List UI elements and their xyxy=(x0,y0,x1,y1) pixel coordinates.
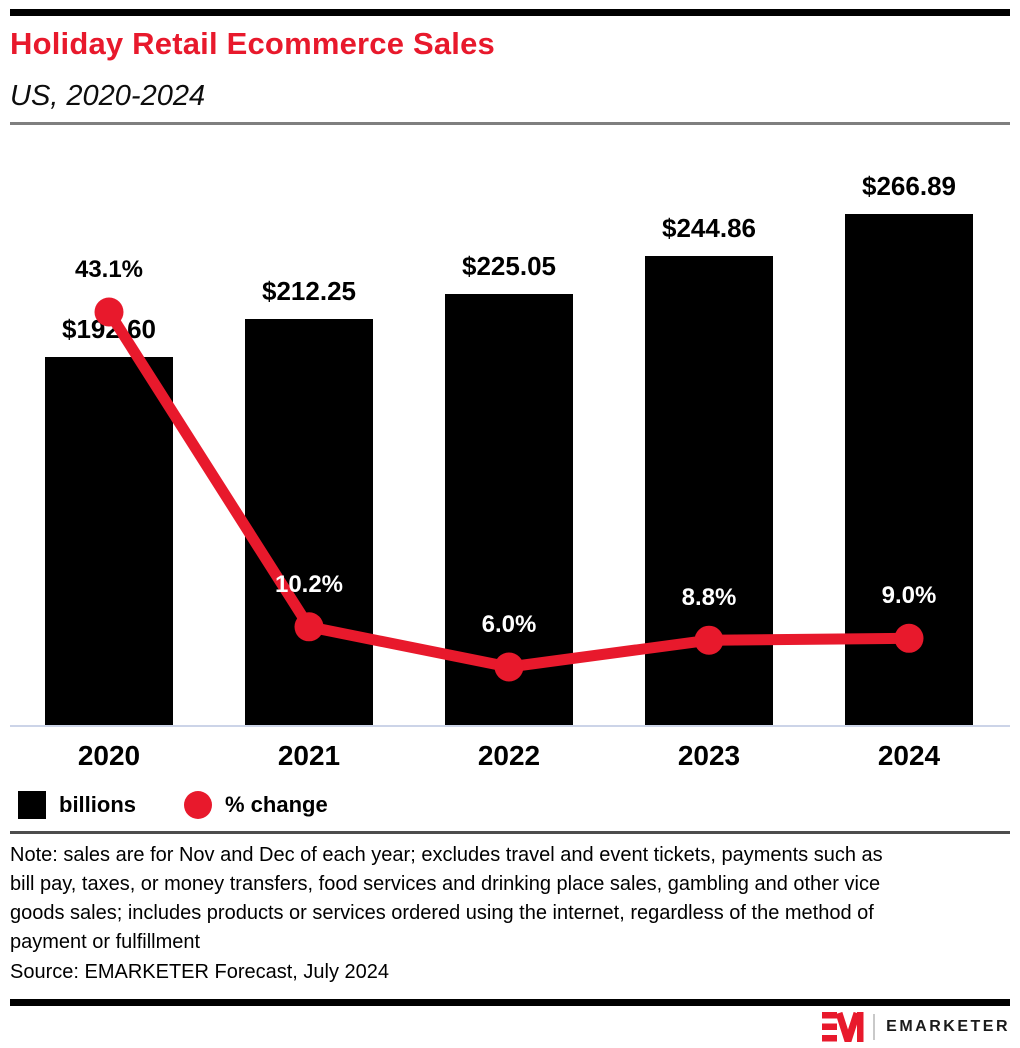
x-axis-label-2021: 2021 xyxy=(277,740,341,771)
brand-logo: EMARKETER xyxy=(822,1012,1010,1042)
brand-name: EMARKETER xyxy=(886,1018,1010,1035)
x-axis-label-2024: 2024 xyxy=(877,740,941,771)
legend-divider xyxy=(10,831,1010,834)
chart-title: Holiday Retail Ecommerce Sales xyxy=(10,26,496,61)
bar-value-label-2023: $244.86 xyxy=(662,213,756,244)
bar-2020 xyxy=(45,356,173,726)
bar-2021 xyxy=(245,318,373,726)
bar-2024 xyxy=(845,214,973,726)
bar-value-label-2021: $212.25 xyxy=(262,275,356,306)
x-axis-label-2020: 2020 xyxy=(77,740,141,771)
x-axis-label-2022: 2022 xyxy=(477,740,541,771)
chart-area: $192.60 $212.25 $225.05 $244.86 $266.89 43.1%… xyxy=(10,140,1010,726)
bar-2022 xyxy=(445,294,573,726)
logo-divider xyxy=(873,1014,876,1040)
pct-label-2021: 10.2% xyxy=(274,570,344,598)
bar-value-label-2022: $225.05 xyxy=(462,251,556,282)
emarketer-monogram-icon xyxy=(822,1012,864,1042)
pct-label-2024: 9.0% xyxy=(881,582,937,610)
bar-series-label: billions xyxy=(59,792,136,817)
footnote: Note: sales are for Nov and Dec of each … xyxy=(10,844,883,953)
x-axis-line xyxy=(10,725,1010,727)
bar-value-label-2024: $266.89 xyxy=(862,171,956,201)
line-series-swatch xyxy=(184,791,212,819)
pct-label-2020: 43.1% xyxy=(74,256,144,283)
bar-2023 xyxy=(645,256,773,726)
line-series-label: % change xyxy=(225,792,328,817)
source-line: Source: EMARKETER Forecast, July 2024 xyxy=(10,961,390,983)
header-divider xyxy=(10,122,1010,125)
bar-value-label-2020: $192.60 xyxy=(62,313,156,344)
pct-label-2022: 6.0% xyxy=(481,611,537,638)
bar-series-swatch xyxy=(18,791,46,819)
top-accent-bar xyxy=(10,9,1010,16)
chart-legend: billions % change xyxy=(18,791,328,819)
chart-subtitle: US, 2020-2024 xyxy=(10,80,206,112)
x-axis-label-2023: 2023 xyxy=(677,740,741,771)
pct-label-2023: 8.8% xyxy=(681,584,737,612)
bottom-accent-bar xyxy=(10,999,1010,1006)
